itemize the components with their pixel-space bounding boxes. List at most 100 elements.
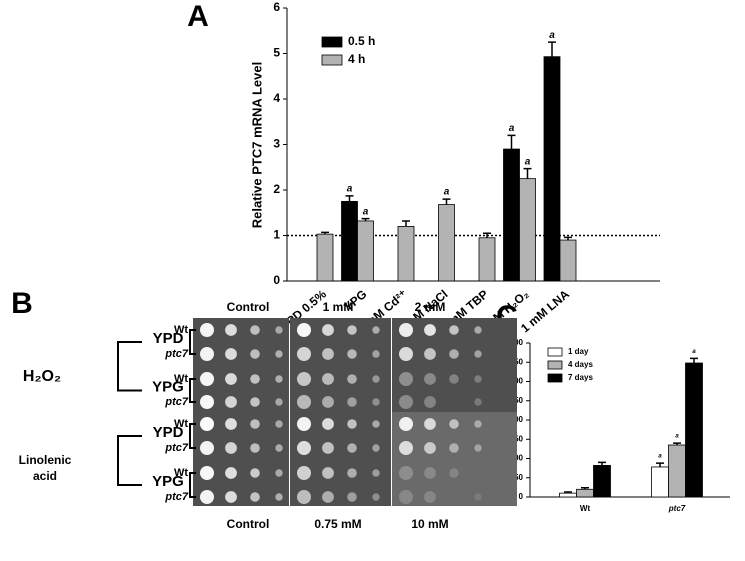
- media-label: YPD: [153, 330, 184, 347]
- significance-label: a: [525, 156, 531, 167]
- colony-spot: [322, 324, 334, 336]
- colony-spot: [399, 417, 413, 431]
- colony-spot: [372, 326, 380, 334]
- strain-label: ptc7: [164, 348, 189, 360]
- colony-spot: [449, 374, 459, 384]
- bracket: [189, 378, 196, 403]
- colony-spot: [297, 466, 311, 480]
- colony-spot: [424, 418, 436, 430]
- significance-label: a: [444, 187, 450, 198]
- y-tick-label: 4: [273, 91, 280, 105]
- colony-spot: [449, 443, 459, 453]
- colony-spot: [225, 373, 237, 385]
- colony-spot: [250, 397, 260, 407]
- colony-spot: [250, 492, 260, 502]
- significance-label: a: [549, 30, 555, 41]
- colony-spot: [322, 442, 334, 454]
- bar: [519, 178, 536, 282]
- colony-spot: [200, 417, 214, 431]
- strain-label: ptc7: [164, 442, 189, 454]
- error-bar: [564, 491, 572, 494]
- error-bar: [483, 232, 491, 238]
- strain-label: Wt: [174, 467, 188, 479]
- legend-label: 1 day: [568, 347, 589, 356]
- colony-spot: [297, 441, 311, 455]
- error-bar: [402, 220, 410, 227]
- error-bar: [361, 217, 370, 221]
- colony-spot: [424, 396, 436, 408]
- colony-spot: [449, 349, 459, 359]
- colony-spot: [399, 441, 413, 455]
- bar: [478, 237, 496, 282]
- colony-spot: [200, 441, 214, 455]
- bar: [438, 204, 455, 282]
- strain-label: Wt: [174, 373, 188, 385]
- colony-spot: [250, 443, 260, 453]
- error-bar: [656, 462, 664, 467]
- colony-spot: [200, 347, 214, 361]
- colony-spot: [372, 469, 380, 477]
- colony-spot: [399, 490, 413, 504]
- y-axis-title: Relative PTC7 mRNA Level: [249, 62, 264, 228]
- significance-label: a: [658, 454, 662, 460]
- y-tick-label: 0: [273, 273, 280, 287]
- bar: [503, 148, 520, 282]
- error-bar: [598, 461, 606, 466]
- concentration-label: 1 mM: [323, 300, 354, 314]
- significance-label: a: [363, 206, 369, 217]
- colony-spot: [372, 493, 380, 501]
- colony-spot: [297, 323, 311, 337]
- colony-spot: [474, 350, 482, 358]
- colony-spot: [200, 466, 214, 480]
- colony-spot: [474, 493, 482, 501]
- y-tick-label: 6: [273, 0, 280, 14]
- colony-spot: [449, 468, 459, 478]
- significance-label: a: [509, 123, 515, 134]
- colony-spot: [399, 347, 413, 361]
- colony-spot: [474, 375, 482, 383]
- colony-spot: [347, 397, 357, 407]
- colony-spot: [225, 348, 237, 360]
- concentration-label: Control: [227, 517, 270, 531]
- error-bar: [581, 487, 589, 490]
- bar: [559, 239, 577, 282]
- colony-spot: [275, 326, 283, 334]
- strain-label: Wt: [174, 324, 188, 336]
- bracket: [189, 472, 196, 498]
- colony-spot: [225, 324, 237, 336]
- bar: [357, 220, 374, 282]
- bar: [651, 466, 669, 498]
- colony-spot: [347, 492, 357, 502]
- colony-spot: [347, 419, 357, 429]
- legend-swatch: [547, 347, 563, 357]
- colony-spot: [322, 491, 334, 503]
- colony-spot: [297, 395, 311, 409]
- colony-spot: [275, 469, 283, 477]
- colony-spot: [250, 419, 260, 429]
- significance-label: a: [692, 349, 696, 355]
- colony-spot: [474, 444, 482, 452]
- colony-spot: [225, 467, 237, 479]
- legend-label: 4 h: [348, 52, 365, 66]
- treatment-label: Linolenic acid: [18, 453, 72, 483]
- colony-spot: [297, 417, 311, 431]
- colony-spot: [200, 490, 214, 504]
- media-label: YPG: [152, 378, 184, 395]
- legend-swatch: [321, 36, 343, 48]
- colony-spot: [225, 491, 237, 503]
- colony-spot: [322, 418, 334, 430]
- colony-spot: [474, 420, 482, 428]
- legend-swatch: [547, 360, 563, 370]
- bar: [576, 488, 594, 498]
- colony-spot: [424, 467, 436, 479]
- colony-spot: [399, 466, 413, 480]
- colony-spot: [250, 468, 260, 478]
- colony-spot: [372, 444, 380, 452]
- colony-spot: [424, 442, 436, 454]
- colony-spot: [225, 442, 237, 454]
- colony-spot: [250, 374, 260, 384]
- colony-spot: [347, 468, 357, 478]
- colony-spot: [297, 347, 311, 361]
- colony-spot: [347, 374, 357, 384]
